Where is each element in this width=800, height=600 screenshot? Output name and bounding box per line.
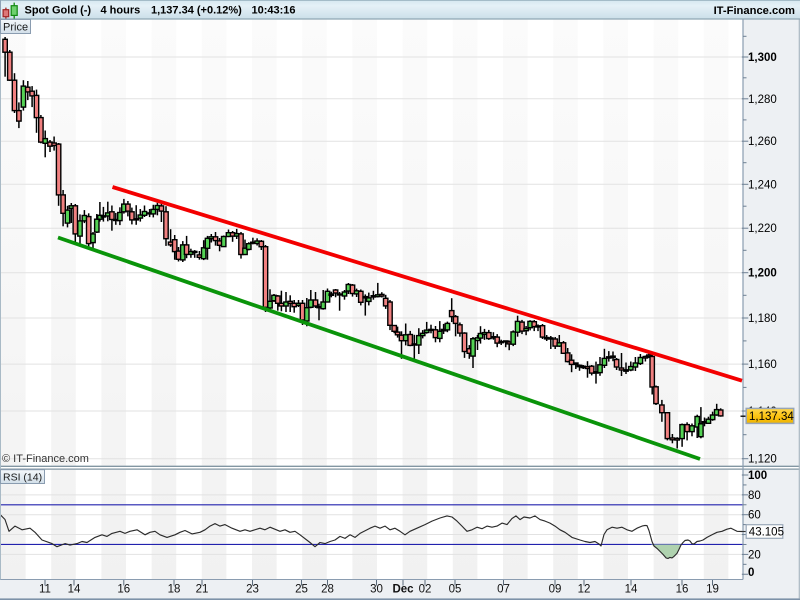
svg-text:23: 23 (246, 584, 259, 596)
svg-text:16: 16 (676, 584, 689, 596)
svg-text:0: 0 (748, 567, 754, 579)
svg-text:28: 28 (321, 584, 334, 596)
svg-text:05: 05 (449, 584, 462, 596)
svg-text:07: 07 (497, 584, 510, 596)
svg-text:09: 09 (549, 584, 562, 596)
svg-text:1,180: 1,180 (748, 313, 777, 325)
svg-text:18: 18 (168, 584, 181, 596)
svg-text:02: 02 (419, 584, 432, 596)
svg-text:30: 30 (370, 584, 383, 596)
svg-text:14: 14 (68, 584, 81, 596)
svg-text:RSI (14): RSI (14) (3, 471, 42, 483)
svg-text:Price: Price (3, 22, 28, 34)
svg-text:12: 12 (578, 584, 591, 596)
svg-text:1,160: 1,160 (748, 359, 777, 371)
svg-text:43.105: 43.105 (749, 527, 784, 539)
svg-text:1,137.34 (+0.12%): 1,137.34 (+0.12%) (151, 5, 242, 17)
svg-text:1,260: 1,260 (748, 136, 777, 148)
svg-text:© IT-Finance.com: © IT-Finance.com (2, 453, 89, 465)
svg-text:1,137.34: 1,137.34 (749, 411, 794, 423)
svg-text:1,240: 1,240 (748, 179, 777, 191)
svg-text:100: 100 (748, 470, 767, 482)
svg-text:IT-Finance.com: IT-Finance.com (714, 5, 795, 17)
svg-text:1,120: 1,120 (748, 454, 777, 466)
svg-text:11: 11 (39, 584, 51, 596)
svg-text:60: 60 (748, 510, 761, 522)
svg-text:10:43:16: 10:43:16 (252, 5, 296, 17)
svg-text:16: 16 (117, 584, 130, 596)
svg-text:21: 21 (196, 584, 209, 596)
svg-text:1,200: 1,200 (748, 268, 777, 280)
svg-text:19: 19 (706, 584, 719, 596)
svg-text:1,220: 1,220 (748, 223, 777, 235)
svg-text:14: 14 (625, 584, 638, 596)
svg-text:4 hours: 4 hours (101, 5, 141, 17)
svg-text:1,280: 1,280 (748, 94, 777, 106)
svg-text:Dec: Dec (392, 584, 414, 596)
svg-text:20: 20 (748, 549, 761, 561)
svg-text:Spot Gold (-): Spot Gold (-) (25, 5, 92, 17)
svg-text:80: 80 (748, 490, 761, 502)
svg-text:1,300: 1,300 (748, 52, 777, 64)
svg-text:25: 25 (295, 584, 308, 596)
